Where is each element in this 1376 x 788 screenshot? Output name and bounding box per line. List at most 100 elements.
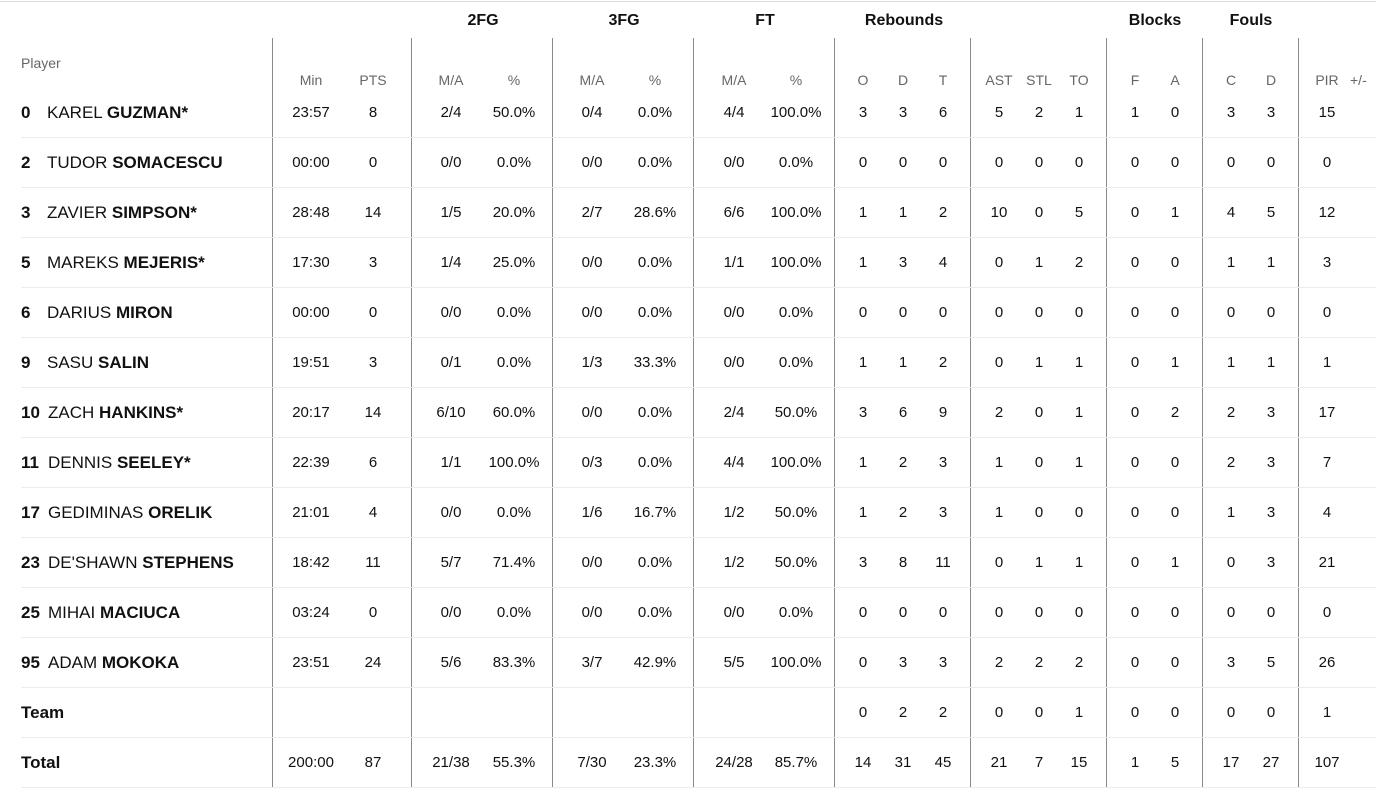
player-first-name: GEDIMINAS xyxy=(48,503,144,522)
column-header-3fg-ma[interactable]: M/A xyxy=(579,72,605,88)
column-header-foul-c[interactable]: C xyxy=(1225,72,1237,88)
stat-fd: 27 xyxy=(1262,754,1280,771)
stat-fg3-pct: 42.9% xyxy=(633,654,677,671)
player-name[interactable]: MAREKS MEJERIS* xyxy=(47,238,205,288)
player-name[interactable]: ZAVIER SIMPSON* xyxy=(47,188,197,238)
stat-bf: 0 xyxy=(1130,654,1140,671)
stat-bf: 0 xyxy=(1130,304,1140,321)
group-header-3fg: 3FG xyxy=(608,12,640,29)
column-header-min[interactable]: Min xyxy=(299,72,323,88)
stat-fd: 0 xyxy=(1266,704,1276,721)
stat-t: 2 xyxy=(938,704,948,721)
stat-pts: 0 xyxy=(368,604,378,621)
column-header-to[interactable]: TO xyxy=(1069,72,1089,88)
row-divider xyxy=(21,437,1376,438)
player-name[interactable]: DARIUS MIRON xyxy=(47,288,173,338)
player-first-name: ZACH xyxy=(48,403,95,422)
stat-fg3-pct: 0.0% xyxy=(637,454,673,471)
row-divider xyxy=(21,487,1376,488)
jersey-number: 11 xyxy=(21,453,39,472)
stat-ba: 0 xyxy=(1170,604,1180,621)
stat-bf: 0 xyxy=(1130,254,1140,271)
stat-fg2-ma: 1/5 xyxy=(440,204,462,221)
column-header-player[interactable]: Player xyxy=(21,55,61,71)
stat-ft-pct: 0.0% xyxy=(778,354,814,371)
stat-fg3-pct: 0.0% xyxy=(637,304,673,321)
stat-ast: 2 xyxy=(994,654,1004,671)
stat-ft-pct: 100.0% xyxy=(770,104,822,121)
stat-fg2-ma: 21/38 xyxy=(432,754,470,771)
player-name[interactable]: KAREL GUZMAN* xyxy=(47,88,188,138)
stat-fg2-ma: 0/0 xyxy=(440,504,462,521)
player-name[interactable]: ADAM MOKOKA xyxy=(48,638,179,688)
player-last-name: SIMPSON* xyxy=(111,203,197,222)
stat-pir: 107 xyxy=(1314,754,1340,771)
player-last-name: ORELIK xyxy=(148,503,213,522)
stat-fc: 1 xyxy=(1226,254,1236,271)
column-header-2fg-ma[interactable]: M/A xyxy=(438,72,464,88)
column-header-pts[interactable]: PTS xyxy=(359,72,387,88)
group-header-fouls: Fouls xyxy=(1229,12,1273,29)
stat-t: 0 xyxy=(938,154,948,171)
column-header-reb-d[interactable]: D xyxy=(897,72,909,88)
stat-pts: 87 xyxy=(364,754,382,771)
stat-ast: 0 xyxy=(994,254,1004,271)
stat-d: 0 xyxy=(898,604,908,621)
stat-fg3-ma: 1/6 xyxy=(581,504,603,521)
stat-ft-pct: 100.0% xyxy=(770,454,822,471)
stat-fg2-ma xyxy=(419,688,483,738)
stat-bf: 1 xyxy=(1130,104,1140,121)
stat-fc: 0 xyxy=(1226,304,1236,321)
stat-fc: 2 xyxy=(1226,404,1236,421)
stat-t: 6 xyxy=(938,104,948,121)
stat-fg3-pct: 0.0% xyxy=(637,604,673,621)
column-header-reb-t[interactable]: T xyxy=(938,72,948,88)
stat-o: 0 xyxy=(858,604,868,621)
jersey-number: 2 xyxy=(21,153,31,172)
stat-ast: 21 xyxy=(990,754,1008,771)
stat-fg2-ma: 0/0 xyxy=(440,154,462,171)
player-name[interactable]: SASU SALIN xyxy=(47,338,149,388)
jersey-number: 9 xyxy=(21,353,31,372)
total-label: Total xyxy=(21,753,61,772)
column-header-3fg-pct[interactable]: % xyxy=(648,72,662,88)
column-header-blk-a[interactable]: A xyxy=(1170,72,1180,88)
stat-to: 5 xyxy=(1074,204,1084,221)
column-divider xyxy=(834,38,835,787)
player-name[interactable]: MIHAI MACIUCA xyxy=(48,588,180,638)
column-header-plus-minus[interactable]: +/- xyxy=(1350,72,1367,88)
stat-ft-ma: 6/6 xyxy=(723,204,745,221)
player-name[interactable]: GEDIMINAS ORELIK xyxy=(48,488,212,538)
stat-fc: 0 xyxy=(1226,604,1236,621)
stat-ba: 0 xyxy=(1170,504,1180,521)
stat-ft-pct: 0.0% xyxy=(778,304,814,321)
stat-fd: 1 xyxy=(1266,354,1276,371)
table-row: 95 ADAM MOKOKA 23:51 24 5/6 83.3% 3/7 42.9% 5/5 1… xyxy=(0,638,1376,688)
jersey-number: 3 xyxy=(21,203,31,222)
player-name[interactable]: TUDOR SOMACESCU xyxy=(47,138,223,188)
column-header-reb-o[interactable]: O xyxy=(857,72,869,88)
stat-fg3-pct xyxy=(623,688,687,738)
column-header-ft-pct[interactable]: % xyxy=(789,72,803,88)
column-header-ast[interactable]: AST xyxy=(985,72,1013,88)
stat-bf: 0 xyxy=(1130,454,1140,471)
stat-d: 0 xyxy=(898,154,908,171)
row-divider xyxy=(21,587,1376,588)
stat-fd: 0 xyxy=(1266,604,1276,621)
column-header-blk-f[interactable]: F xyxy=(1130,72,1140,88)
player-name[interactable]: ZACH HANKINS* xyxy=(48,388,183,438)
column-header-2fg-pct[interactable]: % xyxy=(507,72,521,88)
player-name[interactable]: DE'SHAWN STEPHENS xyxy=(48,538,234,588)
stat-fg3-ma: 0/0 xyxy=(581,554,603,571)
stat-fg3-pct: 0.0% xyxy=(637,554,673,571)
column-header-ft-ma[interactable]: M/A xyxy=(721,72,747,88)
column-header-foul-d[interactable]: D xyxy=(1265,72,1277,88)
stat-ba: 1 xyxy=(1170,354,1180,371)
player-last-name: SALIN xyxy=(98,353,150,372)
player-first-name: DE'SHAWN xyxy=(48,553,138,572)
player-name[interactable]: DENNIS SEELEY* xyxy=(48,438,191,488)
column-header-stl[interactable]: STL xyxy=(1026,72,1052,88)
stat-fg3-ma xyxy=(560,688,624,738)
column-header-pir[interactable]: PIR xyxy=(1315,72,1339,88)
stat-o: 0 xyxy=(858,654,868,671)
